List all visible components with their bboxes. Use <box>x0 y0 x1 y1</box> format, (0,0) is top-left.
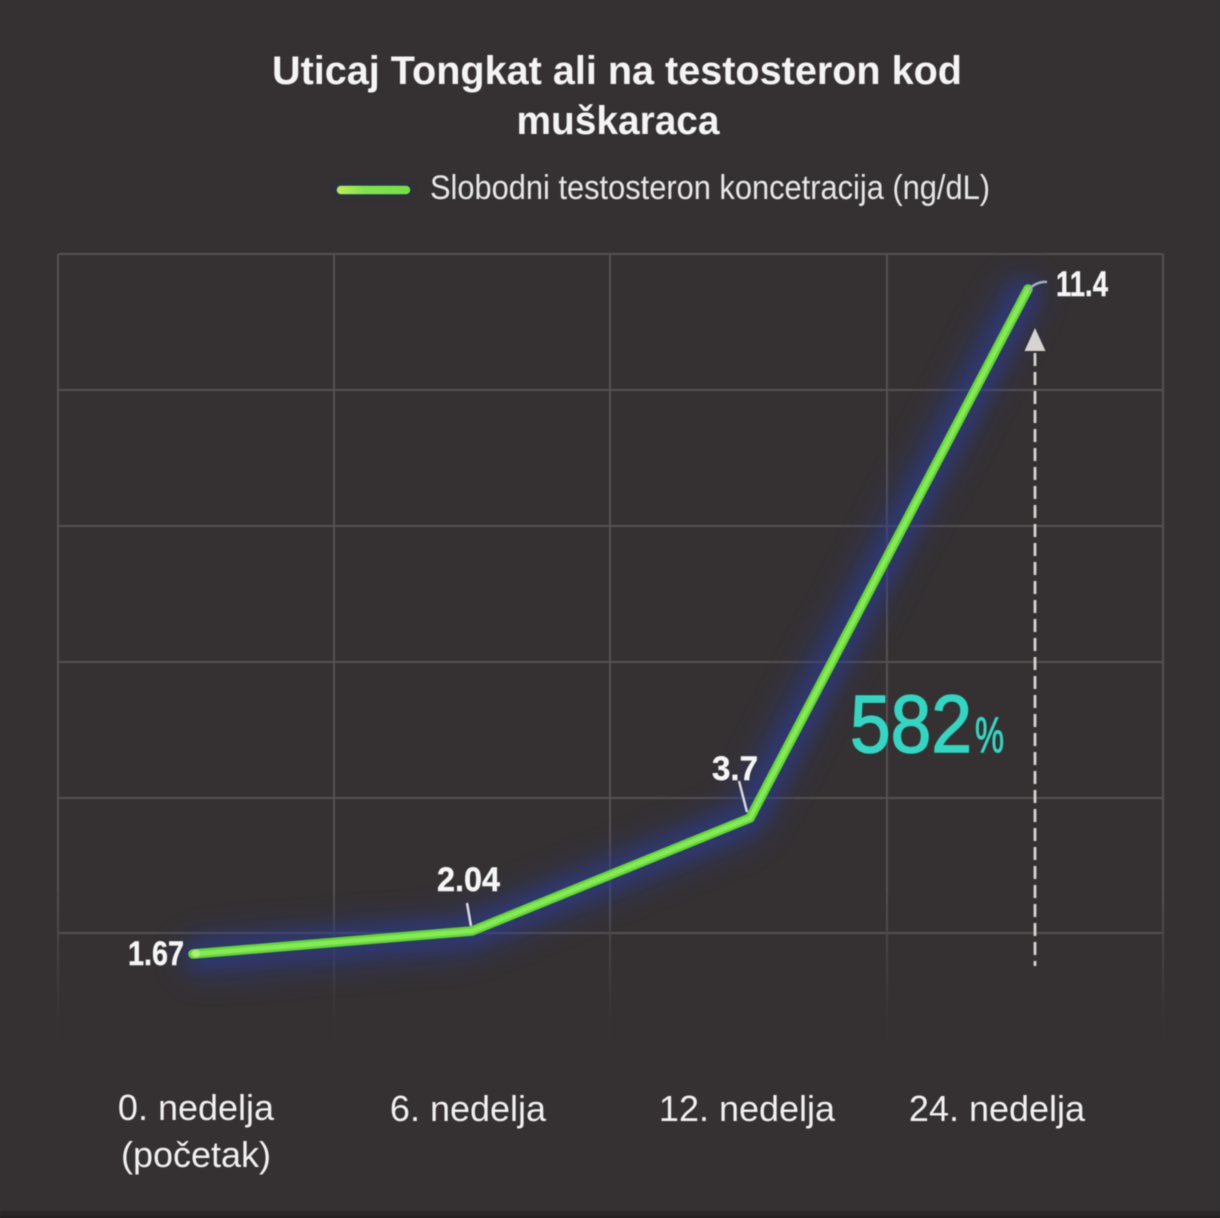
svg-text:582: 582 <box>850 679 972 770</box>
svg-text:11.4: 11.4 <box>1056 265 1108 304</box>
svg-text:0. nedelja: 0. nedelja <box>118 1087 275 1128</box>
svg-text:(početak): (početak) <box>121 1134 271 1175</box>
svg-text:1.67: 1.67 <box>128 935 184 973</box>
svg-text:3.7: 3.7 <box>712 750 758 788</box>
svg-text:12. nedelja: 12. nedelja <box>659 1088 836 1129</box>
svg-text:Slobodni testosteron koncetrac: Slobodni testosteron koncetracija (ng/dL… <box>430 169 990 207</box>
svg-text:2.04: 2.04 <box>437 861 500 899</box>
svg-text:6. nedelja: 6. nedelja <box>390 1088 547 1129</box>
svg-text:muškaraca: muškaraca <box>517 99 721 143</box>
svg-text:24. nedelja: 24. nedelja <box>909 1088 1086 1129</box>
svg-text:%: % <box>975 707 1004 763</box>
svg-text:Uticaj Tongkat ali na testoste: Uticaj Tongkat ali na testosteron kod <box>272 49 962 93</box>
